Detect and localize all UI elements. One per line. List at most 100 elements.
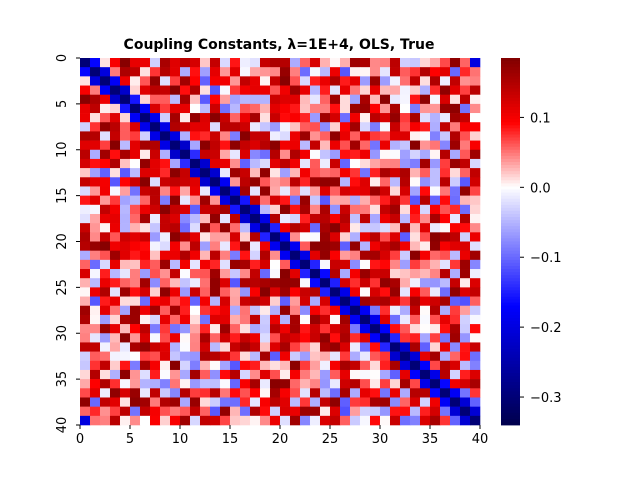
heatmap-cell	[370, 250, 381, 261]
heatmap-cell	[400, 103, 411, 114]
heatmap-cell	[280, 67, 291, 77]
heatmap-cell	[340, 369, 351, 380]
heatmap-cell	[210, 388, 221, 398]
heatmap-cell	[210, 149, 221, 160]
heatmap-cell	[380, 76, 391, 86]
heatmap-cell	[460, 177, 471, 187]
heatmap-cell	[350, 177, 361, 187]
heatmap-cell	[300, 287, 311, 297]
heatmap-cell	[130, 259, 141, 270]
heatmap-cell	[460, 269, 471, 279]
heatmap-cell	[110, 113, 121, 123]
heatmap-cell	[150, 67, 161, 77]
heatmap-cell	[360, 250, 371, 261]
heatmap-cell	[220, 324, 231, 334]
heatmap-cell	[470, 360, 481, 371]
heatmap-cell	[340, 223, 351, 233]
heatmap-cell	[330, 186, 341, 196]
colorbar-tick-label: −0.1	[530, 251, 562, 266]
heatmap-cell	[80, 314, 91, 325]
heatmap-cell	[370, 122, 381, 132]
heatmap-cell	[310, 351, 321, 362]
heatmap-cell	[130, 94, 141, 105]
colorbar-segment	[501, 241, 520, 245]
heatmap-cell	[330, 177, 341, 187]
heatmap-cell	[170, 67, 181, 77]
heatmap-cell	[260, 388, 271, 398]
heatmap-cell	[250, 232, 261, 242]
heatmap-cell	[350, 103, 361, 114]
heatmap-cell	[440, 149, 451, 160]
heatmap-cell	[370, 58, 381, 68]
heatmap-cell	[410, 177, 421, 187]
heatmap-cell	[80, 369, 91, 380]
heatmap-cell	[130, 388, 141, 398]
heatmap-cell	[350, 241, 361, 251]
colorbar-segment	[501, 290, 520, 294]
heatmap-cell	[170, 186, 181, 196]
heatmap-cell	[340, 168, 351, 178]
heatmap-cell	[100, 113, 111, 123]
heatmap-cell	[130, 351, 141, 362]
heatmap-cell	[410, 269, 421, 279]
heatmap-cell	[210, 204, 221, 215]
heatmap-cell	[290, 186, 301, 196]
heatmap-cell	[390, 76, 401, 86]
heatmap-cell	[420, 379, 431, 389]
heatmap-cell	[230, 250, 241, 261]
heatmap-cell	[190, 149, 201, 160]
heatmap-cell	[390, 103, 401, 114]
heatmap-cell	[80, 250, 91, 261]
heatmap-cell	[190, 296, 201, 307]
heatmap-cell	[380, 94, 391, 105]
heatmap-cell	[300, 85, 311, 96]
heatmap-cell	[230, 360, 241, 371]
heatmap-cell	[90, 406, 101, 417]
heatmap-cell	[380, 269, 391, 279]
colorbar-segment	[501, 61, 520, 65]
heatmap-cell	[460, 333, 471, 343]
heatmap-cell	[210, 241, 221, 251]
heatmap-cell	[340, 324, 351, 334]
heatmap-cell	[330, 388, 341, 398]
colorbar-segment	[501, 64, 520, 68]
heatmap-cell	[100, 360, 111, 371]
heatmap-cell	[200, 406, 211, 417]
heatmap-cell	[430, 360, 441, 371]
heatmap-cell	[140, 369, 151, 380]
heatmap-cell	[140, 140, 151, 151]
heatmap-cell	[300, 296, 311, 307]
heatmap-cell	[450, 333, 461, 343]
heatmap-cell	[170, 149, 181, 160]
heatmap-cell	[390, 158, 401, 169]
heatmap-cell	[230, 158, 241, 169]
heatmap-cell	[290, 342, 301, 352]
heatmap-cell	[280, 369, 291, 380]
heatmap-cell	[90, 360, 101, 371]
heatmap-cell	[450, 131, 461, 141]
heatmap-cell	[280, 94, 291, 105]
heatmap-cell	[160, 168, 171, 178]
colorbar-segment	[501, 272, 520, 276]
heatmap-cell	[470, 333, 481, 343]
heatmap-cell	[100, 67, 111, 77]
heatmap-cell	[220, 333, 231, 343]
heatmap-cell	[420, 250, 431, 261]
heatmap-cell	[330, 140, 341, 151]
heatmap-cell	[130, 67, 141, 77]
heatmap-cell	[80, 223, 91, 233]
heatmap-cell	[320, 250, 331, 261]
heatmap-cell	[440, 278, 451, 288]
heatmap-cell	[170, 296, 181, 307]
heatmap-cell	[200, 168, 211, 178]
heatmap-cell	[300, 94, 311, 105]
heatmap-cell	[110, 241, 121, 251]
heatmap-cell	[470, 168, 481, 178]
heatmap-cell	[100, 379, 111, 389]
heatmap-cell	[100, 213, 111, 224]
heatmap-cell	[80, 342, 91, 352]
heatmap-cell	[270, 67, 281, 77]
heatmap-cell	[470, 324, 481, 334]
heatmap-cell	[450, 232, 461, 242]
